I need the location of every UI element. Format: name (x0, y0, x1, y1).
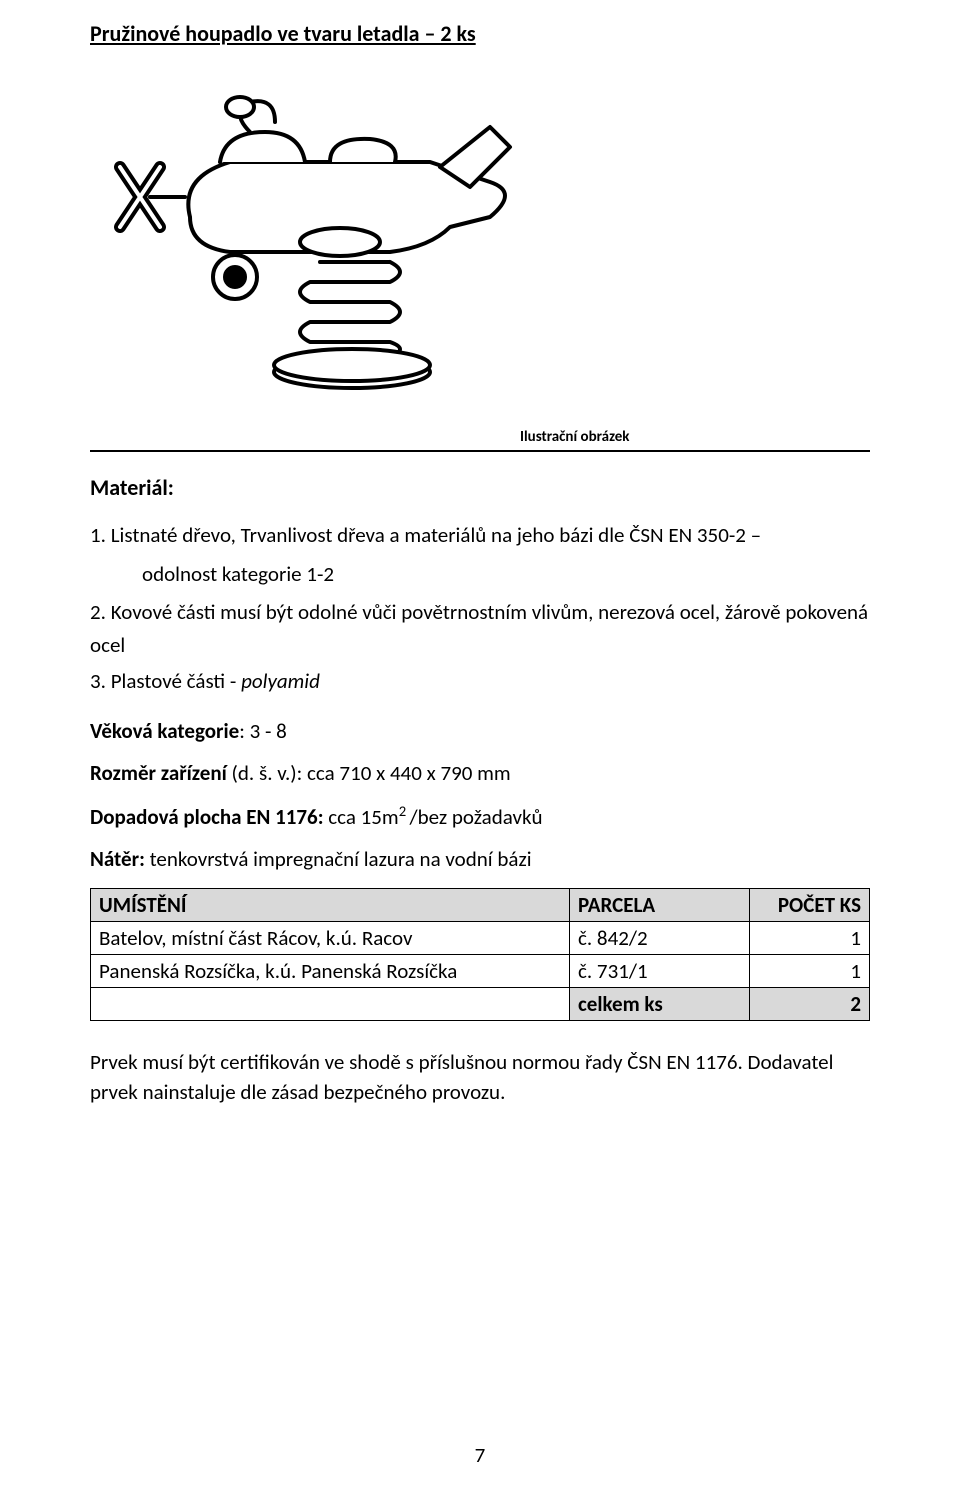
page-number: 7 (0, 1442, 960, 1468)
col-parcel: PARCELA (570, 888, 750, 921)
size-spec: Rozměr zařízení (d. š. v.): cca 710 x 44… (90, 760, 870, 786)
illustration-caption: Ilustrační obrázek (520, 428, 630, 446)
table-header-row: UMÍSTĚNÍ PARCELA POČET KS (91, 888, 870, 921)
cell-location: Panenská Rozsíčka, k.ú. Panenská Rozsíčk… (91, 954, 570, 987)
cell-location: Batelov, místní část Rácov, k.ú. Racov (91, 921, 570, 954)
fall-label: Dopadová plocha EN 1176: (90, 804, 323, 830)
material-item-1-indent: odolnost kategorie 1-2 (142, 558, 870, 591)
cell-empty (91, 987, 570, 1020)
coating-spec: Nátěr: tenkovrstvá impregnační lazura na… (90, 846, 870, 872)
location-table: UMÍSTĚNÍ PARCELA POČET KS Batelov, místn… (90, 888, 870, 1021)
cell-total-label: celkem ks (570, 987, 750, 1020)
fall-value-pre: cca 15m (323, 804, 398, 830)
material-item-3: 3. Plastové části - polyamid (90, 665, 870, 698)
airplane-spring-rider-svg (90, 77, 570, 417)
table-row: Panenská Rozsíčka, k.ú. Panenská Rozsíčk… (91, 954, 870, 987)
coating-value: tenkovrstvá impregnační lazura na vodní … (145, 846, 532, 872)
fall-value-post: /bez požadavků (409, 804, 542, 830)
cell-total-count: 2 (750, 987, 870, 1020)
material-item-1-lead: 1. Listnaté dřevo, Trvanlivost dřeva a m… (90, 522, 761, 548)
table-total-row: celkem ks 2 (91, 987, 870, 1020)
col-count: POČET KS (750, 888, 870, 921)
size-value: (d. š. v.): cca 710 x 440 x 790 mm (227, 760, 511, 786)
table-row: Batelov, místní část Rácov, k.ú. Racov č… (91, 921, 870, 954)
cell-count: 1 (750, 954, 870, 987)
cell-parcel: č. 842/2 (570, 921, 750, 954)
age-label: Věková kategorie (90, 718, 239, 744)
age-value: : 3 - 8 (239, 718, 287, 744)
material-item-1: 1. Listnaté dřevo, Trvanlivost dřeva a m… (90, 519, 870, 590)
cell-parcel: č. 731/1 (570, 954, 750, 987)
material-heading: Materiál: (90, 474, 870, 501)
fall-area-spec: Dopadová plocha EN 1176: cca 15m2 /bez p… (90, 802, 870, 830)
col-location: UMÍSTĚNÍ (91, 888, 570, 921)
fall-sup: 2 (399, 802, 410, 820)
age-spec: Věková kategorie: 3 - 8 (90, 718, 870, 744)
material-item-3-lead: 3. Plastové části - (90, 668, 241, 694)
caption-row: Ilustrační obrázek (90, 427, 870, 452)
material-item-2: 2. Kovové části musí být odolné vůči pov… (90, 596, 870, 661)
size-label: Rozměr zařízení (90, 760, 227, 786)
coating-label: Nátěr: (90, 846, 145, 872)
material-item-3-italic: polyamid (241, 668, 320, 694)
cell-count: 1 (750, 921, 870, 954)
airplane-spring-rider-illustration (90, 77, 570, 417)
page-title: Pružinové houpadlo ve tvaru letadla – 2 … (90, 20, 870, 47)
certification-note: Prvek musí být certifikován ve shodě s p… (90, 1047, 870, 1108)
material-list: 1. Listnaté dřevo, Trvanlivost dřeva a m… (90, 519, 870, 698)
page: Pružinové houpadlo ve tvaru letadla – 2 … (0, 0, 960, 1496)
